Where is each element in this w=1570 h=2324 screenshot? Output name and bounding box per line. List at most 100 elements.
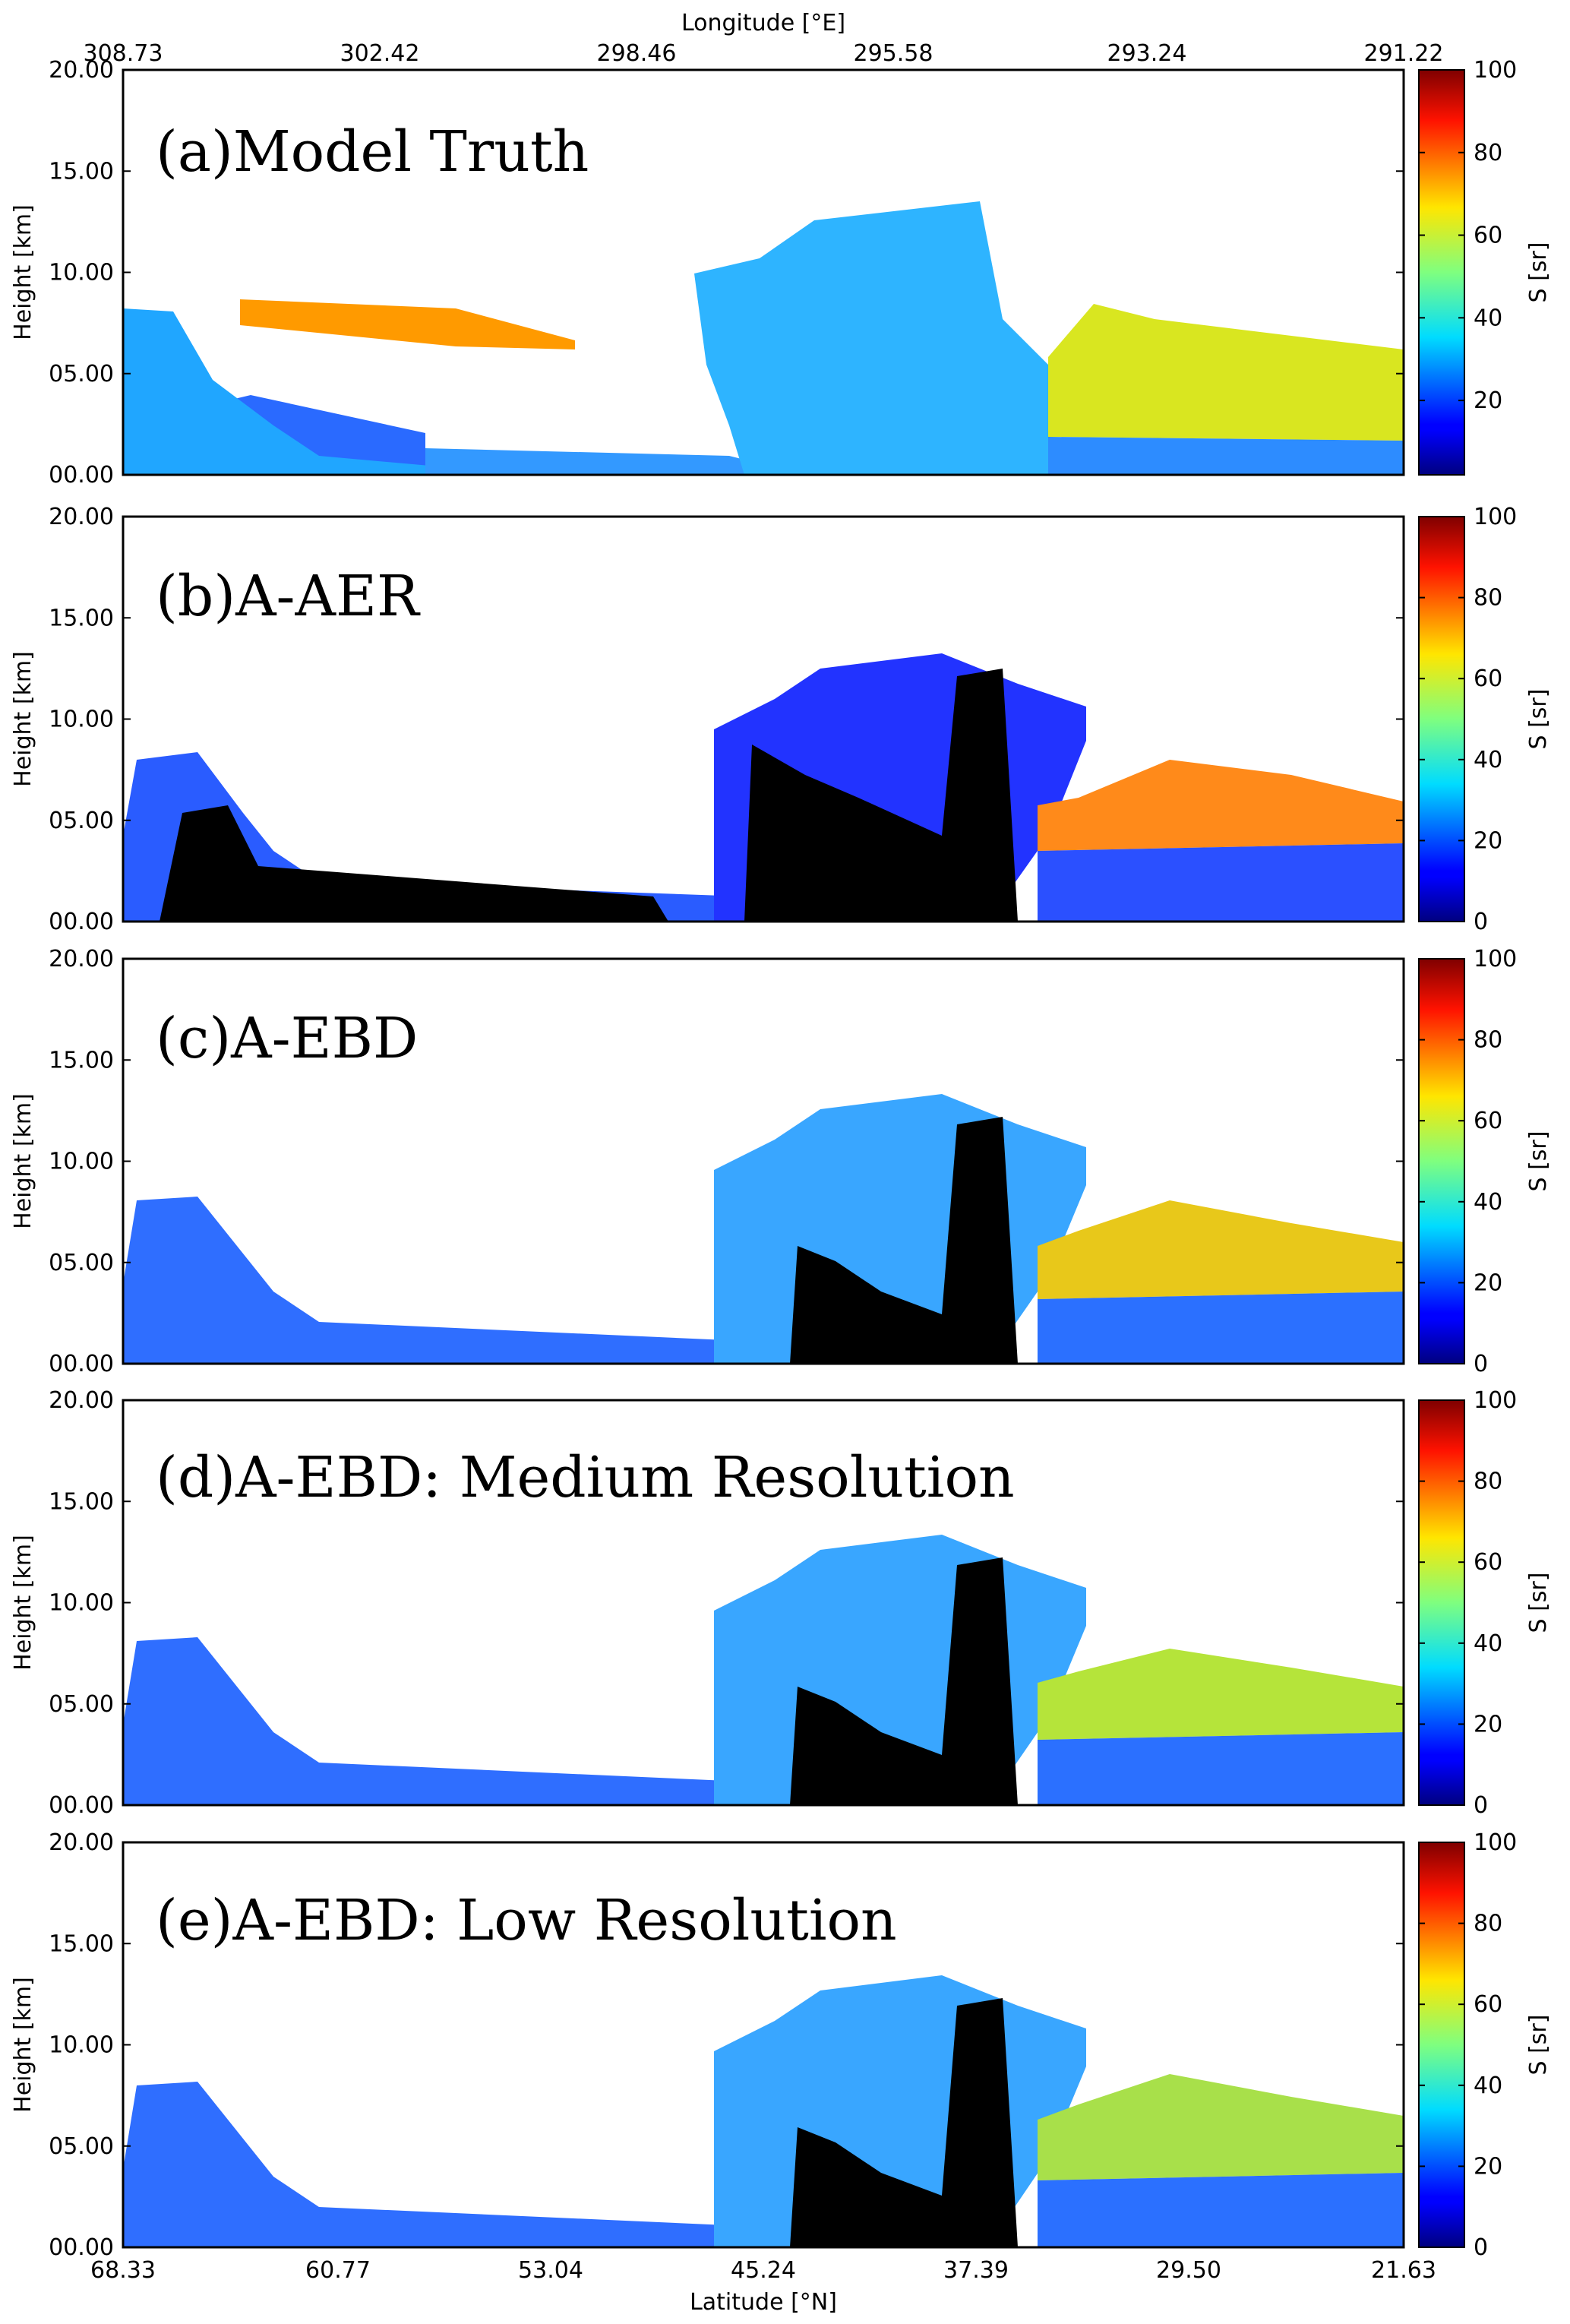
eastern-aerosol-base xyxy=(1038,843,1404,922)
colorbar-tick-label: 40 xyxy=(1474,747,1502,773)
panel-a-plot xyxy=(123,201,1404,475)
panel-b: (b)A-AER 00.00 05.00 10.00 15.00 20.00 Height… xyxy=(10,504,1552,935)
colorbar-tick-label: 0 xyxy=(1474,1351,1488,1377)
bottom-tick-label: 68.33 xyxy=(90,2257,156,2284)
colorbar-tick-label: 20 xyxy=(1474,1711,1502,1737)
bottom-tick-label: 60.77 xyxy=(305,2257,371,2284)
colorbar xyxy=(1418,516,1465,922)
top-tick-label: 302.42 xyxy=(340,40,420,67)
colorbar-tick-label: 60 xyxy=(1474,223,1502,249)
y-tick-label: 15.00 xyxy=(49,1047,114,1073)
top-tick-label: 308.73 xyxy=(84,40,163,67)
panel-e-plot xyxy=(123,1975,1404,2247)
colorbar-tick-label: 80 xyxy=(1474,140,1502,166)
colorbar-tick-label: 60 xyxy=(1474,1108,1502,1134)
panel-c: (c)A-EBD 00.00 05.00 10.00 15.00 20.00 Height… xyxy=(10,946,1552,1377)
y-tick-label: 05.00 xyxy=(49,361,114,387)
colorbar xyxy=(1418,69,1465,476)
y-tick-label: 05.00 xyxy=(49,1691,114,1718)
colorbar-tick-label: 0 xyxy=(1474,2234,1488,2261)
y-tick-label: 15.00 xyxy=(49,158,114,185)
top-axis-label: Longitude [°E] xyxy=(681,10,845,36)
y-tick-label: 00.00 xyxy=(49,462,114,489)
y-tick-label: 15.00 xyxy=(49,1488,114,1515)
west-aerosol xyxy=(123,1197,760,1364)
eastern-aerosol-base xyxy=(1038,1732,1404,1805)
eastern-aerosol-base xyxy=(1048,437,1404,475)
colorbar-tick-label: 0 xyxy=(1474,1792,1488,1819)
colorbar-tick-label: 40 xyxy=(1474,1630,1502,1657)
colorbar-tick-label: 100 xyxy=(1474,1387,1517,1414)
colorbar-label: S [sr] xyxy=(1525,2015,1552,2076)
colorbar-label: S [sr] xyxy=(1525,242,1552,303)
bottom-tick-label: 37.39 xyxy=(943,2257,1009,2284)
colorbar-label: S [sr] xyxy=(1525,689,1552,750)
masked-cloud xyxy=(790,1998,1018,2247)
colorbar-tick-label: 100 xyxy=(1474,57,1517,84)
y-tick-label: 10.00 xyxy=(49,2032,114,2059)
colorbar-tick-label: 100 xyxy=(1474,1829,1517,1856)
eastern-aerosol xyxy=(1038,2074,1404,2180)
colorbar-label: S [sr] xyxy=(1525,1573,1552,1633)
west-aerosol xyxy=(123,1637,760,1805)
y-tick-label: 10.00 xyxy=(49,260,114,286)
panel-d-plot xyxy=(123,1535,1404,1805)
colorbar-tick-label: 20 xyxy=(1474,387,1502,414)
colorbar-tick-label: 40 xyxy=(1474,2073,1502,2099)
colorbar-tick-label: 80 xyxy=(1474,1469,1502,1495)
bottom-tick-label: 21.63 xyxy=(1371,2257,1436,2284)
colorbar-tick-label: 0 xyxy=(1474,909,1488,935)
panel-a: (a)Model Truth 00.00 05.00 10.00 15.00 20.00… xyxy=(10,57,1552,489)
top-tick-label: 295.58 xyxy=(854,40,933,67)
colorbar-tick-label: 20 xyxy=(1474,827,1502,854)
eastern-aerosol xyxy=(1038,1200,1404,1299)
west-aerosol xyxy=(123,308,532,475)
y-tick-label: 10.00 xyxy=(49,707,114,733)
upper-aerosol-layer xyxy=(240,299,575,349)
y-tick-label: 20.00 xyxy=(49,1829,114,1856)
eastern-aerosol-base xyxy=(1038,1292,1404,1364)
eastern-aerosol xyxy=(1048,304,1404,441)
y-tick-label: 00.00 xyxy=(49,2234,114,2261)
panel-a-title: (a)Model Truth xyxy=(156,119,589,185)
y-tick-label: 10.00 xyxy=(49,1590,114,1617)
panel-d: (d)A-EBD: Medium Resolution 00.00 05.00 10… xyxy=(10,1387,1552,1819)
masked-cloud xyxy=(744,669,1018,922)
panel-d-title: (d)A-EBD: Medium Resolution xyxy=(156,1445,1015,1510)
colorbar-tick-label: 60 xyxy=(1474,666,1502,692)
bottom-axis-label: Latitude [°N] xyxy=(690,2289,837,2316)
colorbar-label: S [sr] xyxy=(1525,1131,1552,1192)
colorbar-tick-label: 40 xyxy=(1474,1189,1502,1216)
colorbar-tick-label: 20 xyxy=(1474,2153,1502,2180)
y-axis-label: Height [km] xyxy=(10,651,36,787)
y-tick-label: 05.00 xyxy=(49,2133,114,2160)
west-aerosol xyxy=(123,2082,760,2247)
panel-c-plot xyxy=(123,1094,1404,1364)
y-tick-label: 15.00 xyxy=(49,1930,114,1957)
top-tick-label: 291.22 xyxy=(1364,40,1444,67)
bottom-tick-label: 29.50 xyxy=(1156,2257,1221,2284)
panel-e-title: (e)A-EBD: Low Resolution xyxy=(156,1888,897,1953)
panel-e: (e)A-EBD: Low Resolution 00.00 05.00 10.00… xyxy=(10,1829,1552,2261)
masked-cloud xyxy=(790,1557,1018,1805)
colorbar-tick-label: 20 xyxy=(1474,1270,1502,1296)
colorbar-tick-label: 80 xyxy=(1474,1911,1502,1937)
top-tick-label: 298.46 xyxy=(597,40,677,67)
y-tick-label: 05.00 xyxy=(49,808,114,834)
bottom-tick-label: 53.04 xyxy=(518,2257,583,2284)
boundary-layer-mid xyxy=(425,448,790,475)
masked-cloud xyxy=(790,1117,1018,1364)
colorbar-tick-label: 100 xyxy=(1474,946,1517,972)
y-tick-label: 15.00 xyxy=(49,605,114,631)
y-tick-label: 00.00 xyxy=(49,909,114,935)
eastern-aerosol xyxy=(1038,1649,1404,1740)
panel-b-plot xyxy=(123,653,1404,922)
y-tick-label: 20.00 xyxy=(49,504,114,530)
colorbar xyxy=(1418,1399,1465,1806)
y-tick-label: 20.00 xyxy=(49,1387,114,1414)
top-tick-label: 293.24 xyxy=(1107,40,1187,67)
eastern-aerosol xyxy=(1038,760,1404,851)
y-tick-label: 00.00 xyxy=(49,1792,114,1819)
y-axis-label: Height [km] xyxy=(10,1535,36,1671)
